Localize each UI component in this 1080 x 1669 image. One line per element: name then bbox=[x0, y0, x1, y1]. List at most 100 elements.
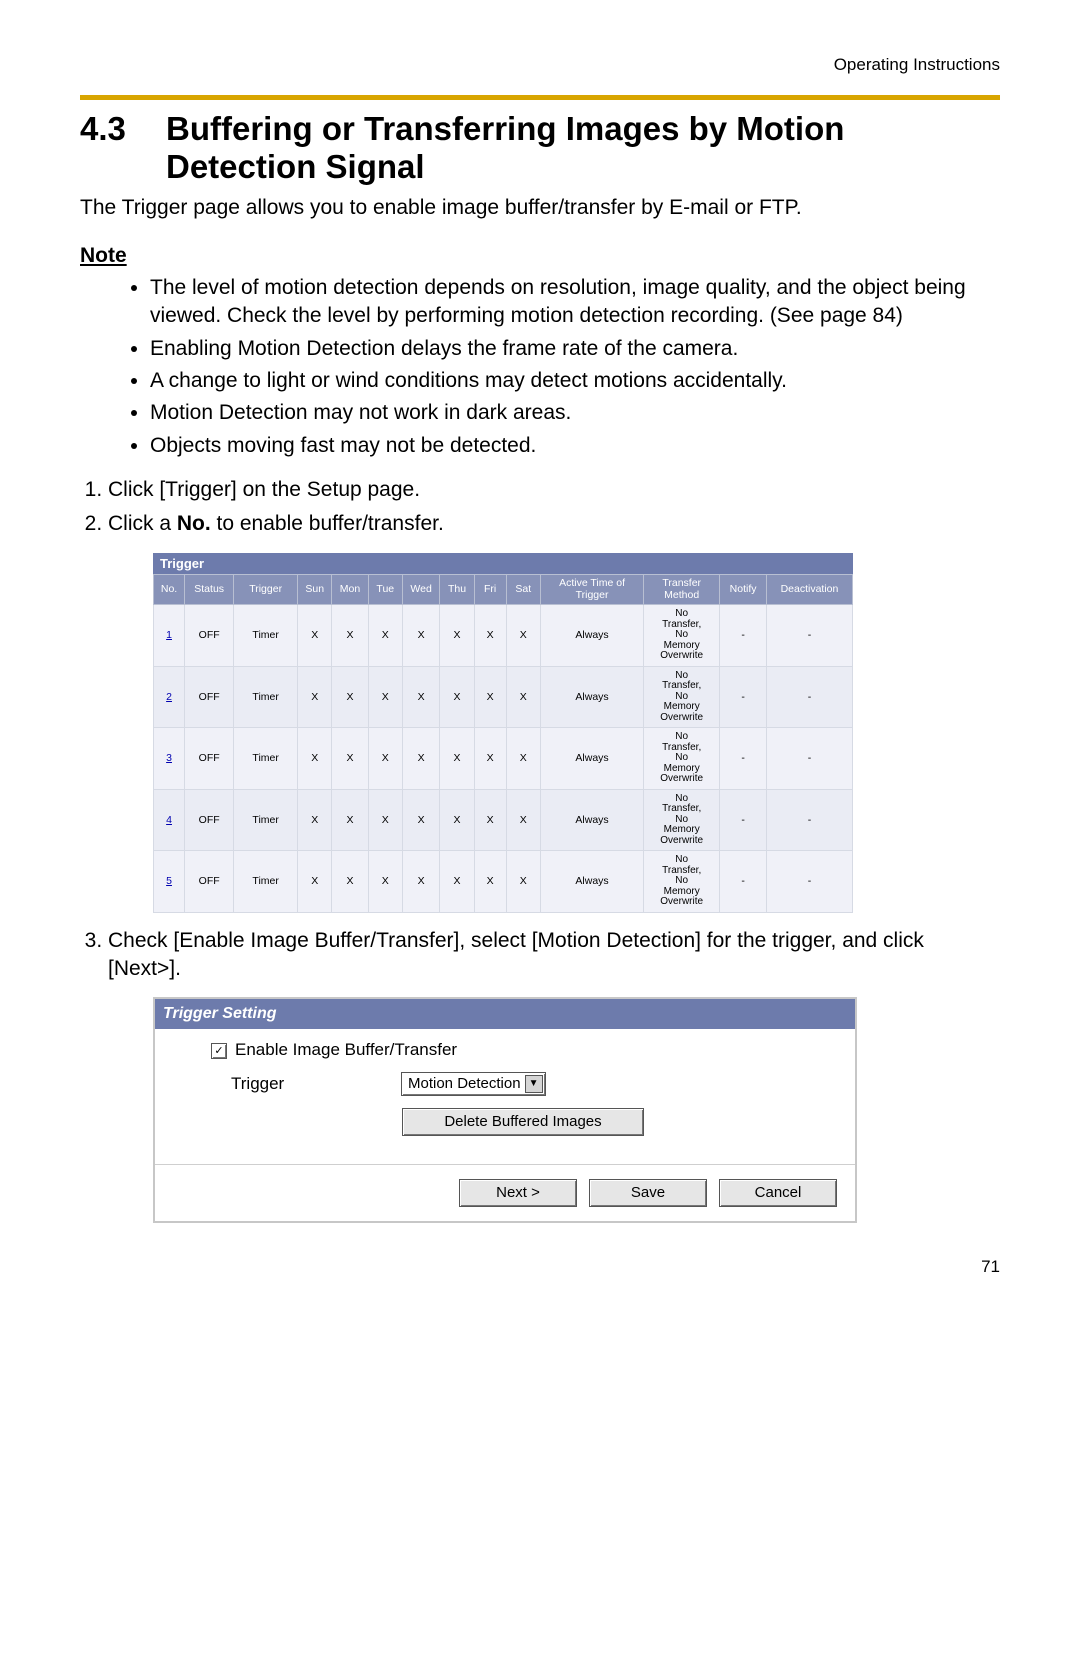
notes-list: The level of motion detection depends on… bbox=[150, 274, 1000, 460]
row-number-link[interactable]: 1 bbox=[166, 629, 172, 641]
th-sat: Sat bbox=[506, 575, 540, 605]
cell-day: X bbox=[474, 851, 506, 913]
step-3: Check [Enable Image Buffer/Transfer], se… bbox=[108, 927, 1000, 1224]
intro-paragraph: The Trigger page allows you to enable im… bbox=[80, 196, 1000, 220]
trigger-table: No. Status Trigger Sun Mon Tue Wed Thu F… bbox=[153, 574, 853, 913]
cell-deactivation: - bbox=[766, 728, 852, 790]
cell-day: X bbox=[298, 789, 332, 851]
th-active: Active Time of Trigger bbox=[540, 575, 643, 605]
cell-active: Always bbox=[540, 789, 643, 851]
cell-day: X bbox=[506, 851, 540, 913]
cell-day: X bbox=[440, 789, 474, 851]
cell-trigger: Timer bbox=[234, 605, 298, 667]
cell-method: NoTransfer,NoMemoryOverwrite bbox=[644, 789, 720, 851]
cell-notify: - bbox=[720, 666, 767, 728]
th-wed: Wed bbox=[402, 575, 439, 605]
cell-day: X bbox=[298, 728, 332, 790]
cell-day: X bbox=[298, 605, 332, 667]
enable-checkbox[interactable]: ✓ bbox=[211, 1043, 227, 1059]
cell-day: X bbox=[402, 666, 439, 728]
cell-day: X bbox=[440, 851, 474, 913]
cell-no: 2 bbox=[154, 666, 185, 728]
save-button[interactable]: Save bbox=[589, 1179, 707, 1207]
row-number-link[interactable]: 5 bbox=[166, 875, 172, 887]
th-mon: Mon bbox=[332, 575, 368, 605]
cell-day: X bbox=[506, 666, 540, 728]
cell-deactivation: - bbox=[766, 666, 852, 728]
trigger-select-label: Trigger bbox=[231, 1073, 401, 1096]
cell-day: X bbox=[474, 666, 506, 728]
trigger-select[interactable]: Motion Detection ▼ bbox=[401, 1072, 546, 1096]
cell-notify: - bbox=[720, 789, 767, 851]
cell-day: X bbox=[368, 666, 402, 728]
note-label: Note bbox=[80, 244, 1000, 268]
table-row: 2OFFTimerXXXXXXXAlwaysNoTransfer,NoMemor… bbox=[154, 666, 853, 728]
trigger-setting-panel: Trigger Setting ✓ Enable Image Buffer/Tr… bbox=[153, 997, 857, 1223]
cell-day: X bbox=[402, 728, 439, 790]
th-deact: Deactivation bbox=[766, 575, 852, 605]
cell-method: NoTransfer,NoMemoryOverwrite bbox=[644, 851, 720, 913]
cell-day: X bbox=[474, 789, 506, 851]
th-trigger: Trigger bbox=[234, 575, 298, 605]
delete-buffered-button[interactable]: Delete Buffered Images bbox=[402, 1108, 644, 1136]
cell-deactivation: - bbox=[766, 605, 852, 667]
cell-active: Always bbox=[540, 605, 643, 667]
cell-no: 4 bbox=[154, 789, 185, 851]
cell-day: X bbox=[402, 605, 439, 667]
cell-method: NoTransfer,NoMemoryOverwrite bbox=[644, 605, 720, 667]
cell-day: X bbox=[332, 789, 368, 851]
row-number-link[interactable]: 4 bbox=[166, 814, 172, 826]
cell-day: X bbox=[332, 728, 368, 790]
cell-day: X bbox=[474, 728, 506, 790]
cell-day: X bbox=[506, 605, 540, 667]
th-status: Status bbox=[185, 575, 234, 605]
cancel-button[interactable]: Cancel bbox=[719, 1179, 837, 1207]
cell-status: OFF bbox=[185, 789, 234, 851]
cell-day: X bbox=[298, 851, 332, 913]
enable-row: ✓ Enable Image Buffer/Transfer bbox=[211, 1039, 835, 1062]
cell-day: X bbox=[368, 789, 402, 851]
trigger-table-title: Trigger bbox=[153, 553, 853, 575]
row-number-link[interactable]: 2 bbox=[166, 691, 172, 703]
cell-day: X bbox=[368, 605, 402, 667]
steps-list: Click [Trigger] on the Setup page. Click… bbox=[80, 476, 1000, 1224]
th-tue: Tue bbox=[368, 575, 402, 605]
bottom-button-row: Next > Save Cancel bbox=[155, 1175, 855, 1221]
note-item: A change to light or wind conditions may… bbox=[150, 367, 1000, 395]
next-button[interactable]: Next > bbox=[459, 1179, 577, 1207]
section-title: 4.3 Buffering or Transferring Images by … bbox=[80, 110, 1000, 186]
note-item: Objects moving fast may not be detected. bbox=[150, 432, 1000, 460]
cell-day: X bbox=[440, 605, 474, 667]
cell-active: Always bbox=[540, 851, 643, 913]
th-no: No. bbox=[154, 575, 185, 605]
cell-trigger: Timer bbox=[234, 789, 298, 851]
cell-day: X bbox=[440, 728, 474, 790]
cell-notify: - bbox=[720, 851, 767, 913]
cell-day: X bbox=[506, 728, 540, 790]
note-item: Motion Detection may not work in dark ar… bbox=[150, 399, 1000, 427]
trigger-select-row: Trigger Motion Detection ▼ bbox=[231, 1072, 835, 1096]
table-row: 3OFFTimerXXXXXXXAlwaysNoTransfer,NoMemor… bbox=[154, 728, 853, 790]
chevron-down-icon: ▼ bbox=[525, 1075, 543, 1093]
cell-deactivation: - bbox=[766, 789, 852, 851]
section-number: 4.3 bbox=[80, 110, 166, 186]
cell-status: OFF bbox=[185, 605, 234, 667]
enable-label: Enable Image Buffer/Transfer bbox=[235, 1039, 457, 1062]
table-header-row: No. Status Trigger Sun Mon Tue Wed Thu F… bbox=[154, 575, 853, 605]
cell-method: NoTransfer,NoMemoryOverwrite bbox=[644, 728, 720, 790]
table-row: 4OFFTimerXXXXXXXAlwaysNoTransfer,NoMemor… bbox=[154, 789, 853, 851]
trigger-setting-title: Trigger Setting bbox=[155, 999, 855, 1029]
cell-day: X bbox=[474, 605, 506, 667]
step-2: Click a No. to enable buffer/transfer. T… bbox=[108, 510, 1000, 912]
cell-day: X bbox=[298, 666, 332, 728]
th-method: Transfer Method bbox=[644, 575, 720, 605]
cell-status: OFF bbox=[185, 666, 234, 728]
cell-day: X bbox=[402, 851, 439, 913]
running-head: Operating Instructions bbox=[80, 55, 1000, 75]
note-item: The level of motion detection depends on… bbox=[150, 274, 1000, 331]
row-number-link[interactable]: 3 bbox=[166, 752, 172, 764]
cell-no: 1 bbox=[154, 605, 185, 667]
section-title-text: Buffering or Transferring Images by Moti… bbox=[166, 110, 1000, 186]
cell-active: Always bbox=[540, 666, 643, 728]
cell-method: NoTransfer,NoMemoryOverwrite bbox=[644, 666, 720, 728]
